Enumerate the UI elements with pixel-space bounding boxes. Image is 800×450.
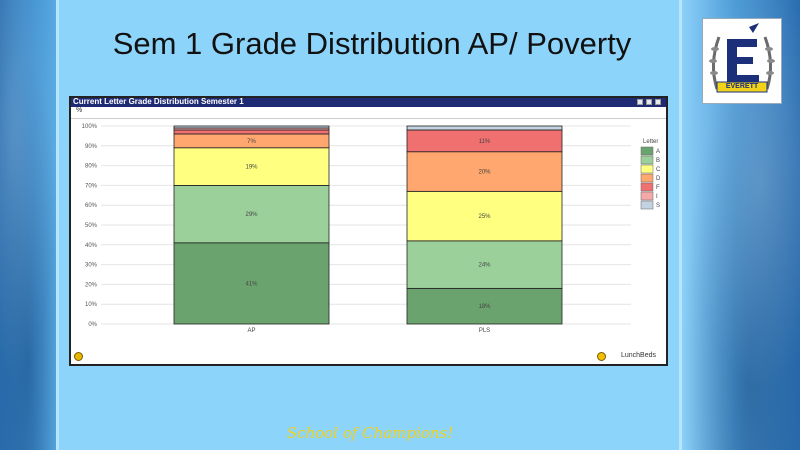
legend-entry: A [656, 149, 660, 155]
bar-segment [406, 190, 563, 242]
data-label: 7% [247, 139, 256, 145]
legend-entry: C [656, 167, 661, 173]
y-tick-label: 30% [85, 263, 98, 269]
legend-entry: D [656, 176, 661, 182]
print-icon[interactable] [637, 99, 643, 105]
category-label: PLS [479, 328, 490, 334]
bar-segment [173, 125, 330, 129]
bar-segment [173, 147, 330, 186]
bar-segment [173, 242, 330, 325]
maximize-icon[interactable] [655, 99, 661, 105]
category-label: AP [247, 328, 255, 334]
chart-toolbar: % [71, 107, 666, 119]
y-tick-label: 80% [85, 164, 98, 170]
data-label: 19% [245, 165, 258, 171]
y-tick-label: 50% [85, 223, 98, 229]
y-tick-label: 0% [88, 322, 97, 328]
legend-swatch [640, 155, 654, 165]
data-label: 11% [479, 139, 491, 145]
slide-title: Sem 1 Grade Distribution AP/ Poverty [112, 26, 632, 61]
bar-segment [406, 151, 563, 192]
legend-entry: B [656, 158, 660, 164]
unit-selector[interactable]: % [76, 107, 83, 114]
bar-segment [173, 185, 330, 244]
y-tick-label: 10% [85, 302, 98, 308]
y-tick-label: 60% [85, 203, 98, 209]
school-crest-icon [709, 23, 775, 93]
legend-swatch [640, 164, 654, 174]
bar-segment [173, 129, 330, 135]
y-tick-label: 40% [85, 243, 98, 249]
legend-swatch [640, 173, 654, 183]
y-tick-label: 90% [85, 144, 98, 150]
brand-icon [597, 352, 606, 361]
bar-segment [406, 287, 563, 325]
bar-segment [406, 240, 563, 289]
settings-icon[interactable] [74, 352, 83, 361]
report-window: Current Letter Grade Distribution Semest… [69, 96, 668, 366]
legend-title: Letter [643, 139, 658, 145]
footer-brand: LunchBeds [620, 352, 656, 359]
export-icon[interactable] [646, 99, 652, 105]
data-label: 29% [245, 212, 258, 218]
legend-swatch [640, 200, 654, 210]
legend-swatch [640, 146, 654, 156]
legend-swatch [640, 191, 654, 201]
legend-entry: S [656, 203, 660, 209]
data-label: 41% [245, 281, 258, 287]
window-title: Current Letter Grade Distribution Semest… [73, 97, 244, 106]
legend-entry: F [656, 185, 660, 191]
legend-entry: I [656, 194, 658, 200]
window-titlebar: Current Letter Grade Distribution Semest… [71, 97, 666, 107]
logo-text: EVERETT [725, 83, 759, 90]
data-label: 24% [478, 263, 491, 269]
school-logo: EVERETT [702, 18, 782, 104]
bar-segment [406, 125, 563, 131]
data-label: 20% [478, 170, 491, 176]
slide-tagline: School of Champions! [286, 424, 454, 442]
y-tick-label: 20% [85, 282, 98, 288]
data-label: 18% [478, 304, 491, 310]
data-label: 25% [478, 214, 491, 220]
y-tick-label: 100% [82, 124, 98, 130]
grade-distribution-chart: 0% 10% 20% 30% 40% 50% 60% 70% 80% 90% 100% 41% 29% 1… [82, 124, 661, 334]
window-footer: LunchBeds [71, 350, 666, 364]
legend-swatch [640, 182, 654, 192]
y-tick-label: 70% [85, 183, 98, 189]
